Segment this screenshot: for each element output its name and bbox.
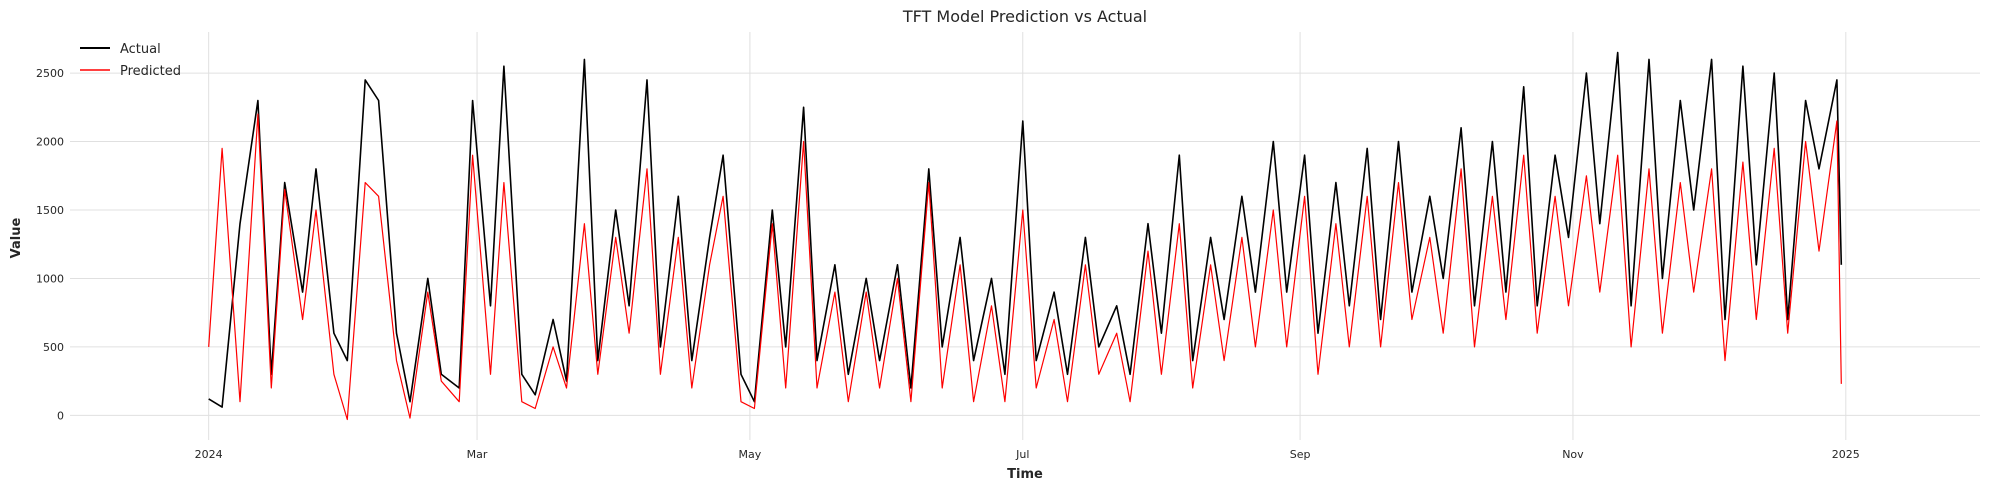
series-line-predicted [208,113,1842,421]
y-axis-label: Value [9,217,24,258]
legend-label-predicted: Predicted [120,64,181,79]
legend: Actual Predicted [80,42,181,79]
x-axis-label: Time [1007,467,1043,482]
y-tick-label: 500 [43,341,64,354]
y-tick-label: 1500 [36,204,64,217]
y-tick-label: 0 [57,409,64,422]
x-tick-label: Sep [1290,448,1311,461]
x-tick-label: Jul [1015,448,1029,461]
legend-label-actual: Actual [120,42,161,57]
chart-title: TFT Model Prediction vs Actual [902,7,1147,26]
x-tick-label: Mar [467,448,488,461]
tick-labels: 0 500 1000 1500 2000 2500 2024 Mar May Jul Sep Nov 2… [36,67,1860,461]
grid [70,32,1980,440]
x-tick-label: 2024 [195,448,223,461]
y-tick-label: 1000 [36,272,64,285]
y-tick-label: 2500 [36,67,64,80]
x-tick-label: 2025 [1832,448,1860,461]
series-line-actual [208,51,1843,408]
series-layer [208,51,1843,421]
x-tick-label: May [739,448,762,461]
x-tick-label: Nov [1562,448,1584,461]
y-tick-label: 2000 [36,136,64,149]
